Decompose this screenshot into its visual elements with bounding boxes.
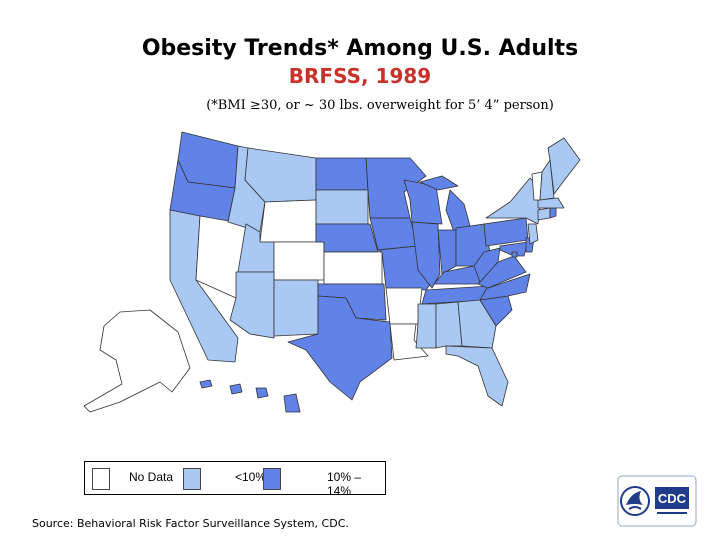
page-subtitle: BRFSS, 1989 bbox=[288, 64, 432, 88]
source-note: Source: Behavioral Risk Factor Surveilla… bbox=[32, 517, 349, 530]
state-HI bbox=[199, 379, 301, 413]
state-FL bbox=[445, 345, 509, 407]
state-MS bbox=[415, 303, 437, 349]
legend-swatch-10-14 bbox=[263, 468, 281, 490]
state-AK bbox=[83, 309, 191, 413]
state-CT bbox=[537, 207, 551, 221]
state-TX bbox=[287, 295, 393, 401]
state-MD bbox=[499, 241, 529, 257]
state-MN bbox=[365, 157, 427, 219]
us-choropleth-map bbox=[83, 131, 581, 413]
state-SD bbox=[315, 189, 369, 225]
state-CO bbox=[273, 241, 325, 281]
legend-label-10-14: 10% –14% bbox=[327, 470, 362, 498]
state-RI bbox=[549, 207, 557, 219]
legend-label-no-data: No Data bbox=[129, 470, 174, 484]
state-NH bbox=[539, 159, 555, 201]
state-GA bbox=[457, 299, 497, 349]
state-AL bbox=[435, 301, 463, 349]
legend-swatch-under-10 bbox=[183, 468, 201, 490]
cdc-badge bbox=[655, 487, 689, 509]
state-NE bbox=[315, 223, 379, 253]
page-title: Obesity Trends* Among U.S. Adults bbox=[141, 36, 579, 61]
cdc-logo: CDC bbox=[617, 475, 697, 527]
state-NJ bbox=[527, 223, 539, 245]
state-AZ bbox=[229, 271, 275, 339]
state-ND bbox=[315, 157, 369, 191]
state-PA bbox=[483, 217, 529, 247]
state-IN bbox=[437, 229, 457, 275]
bmi-note: (*BMI ≥30, or ~ 30 lbs. overweight for 5… bbox=[206, 98, 554, 113]
legend-label-under-10: <10% bbox=[235, 470, 267, 484]
legend-swatch-no-data bbox=[92, 468, 110, 490]
state-ME bbox=[547, 137, 581, 195]
hhs-eagle-icon bbox=[620, 486, 650, 516]
state-WV bbox=[473, 247, 501, 283]
state-NM bbox=[273, 279, 319, 337]
state-KS bbox=[323, 251, 383, 285]
cdc-logo-text: CDC bbox=[658, 491, 687, 506]
legend: No Data <10% 10% –14% bbox=[84, 461, 386, 498]
state-AR bbox=[385, 287, 423, 325]
state-DC bbox=[511, 251, 518, 258]
state-IA bbox=[369, 217, 419, 251]
state-WY bbox=[259, 199, 317, 243]
